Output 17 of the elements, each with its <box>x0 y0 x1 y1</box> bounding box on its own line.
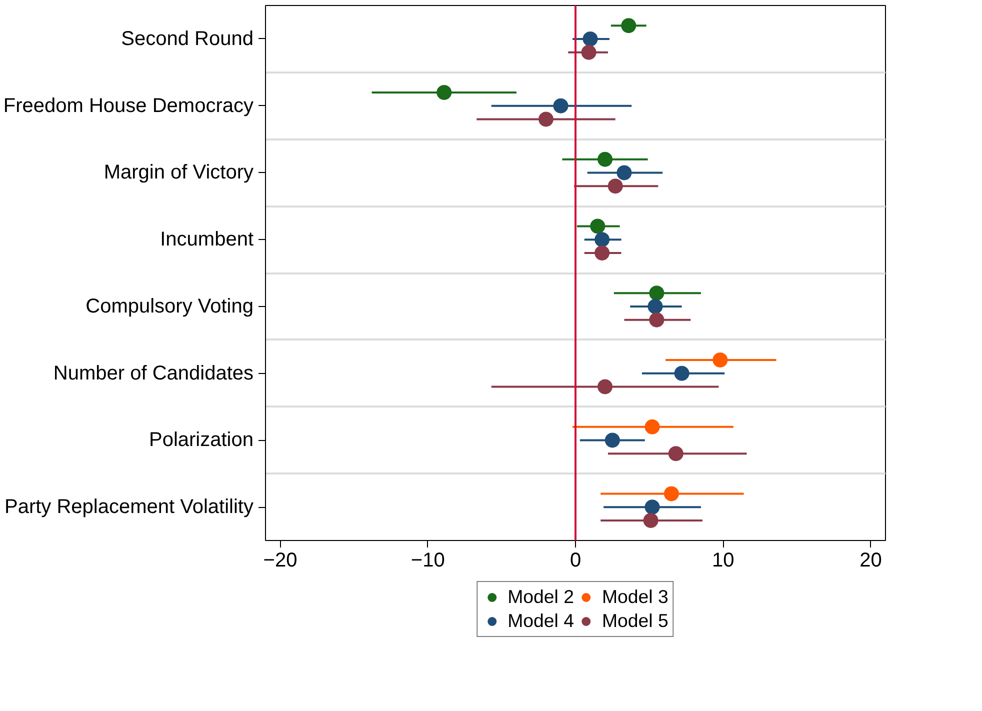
x-tick-label: 10 <box>712 550 734 572</box>
x-tick-label: −20 <box>263 550 298 572</box>
y-tick-label: Margin of Victory <box>104 162 254 184</box>
legend-label: Model 2 <box>508 586 574 608</box>
legend-label: Model 3 <box>602 586 668 608</box>
y-tick-label: Party Replacement Volatility <box>4 496 254 518</box>
y-tick-label: Polarization <box>149 429 254 452</box>
x-tick-label: −10 <box>410 550 445 572</box>
x-tick-label: 0 <box>570 550 582 572</box>
y-tick-label: Freedom House Democracy <box>3 94 254 117</box>
legend-label: Model 4 <box>508 610 574 632</box>
y-tick-label: Compulsory Voting <box>86 295 254 318</box>
y-tick-label: Number of Candidates <box>53 362 254 384</box>
x-tick-label: 20 <box>860 550 882 572</box>
y-tick-label: Incumbent <box>160 228 254 251</box>
legend-label: Model 5 <box>602 610 668 632</box>
y-tick-label: Second Round <box>121 28 254 50</box>
